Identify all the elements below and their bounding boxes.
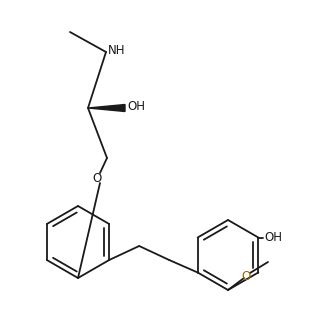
Text: OH: OH bbox=[127, 100, 145, 114]
Text: O: O bbox=[92, 171, 102, 184]
Polygon shape bbox=[88, 105, 125, 112]
Text: O: O bbox=[242, 269, 251, 282]
Text: OH: OH bbox=[264, 231, 282, 244]
Text: NH: NH bbox=[108, 44, 126, 57]
